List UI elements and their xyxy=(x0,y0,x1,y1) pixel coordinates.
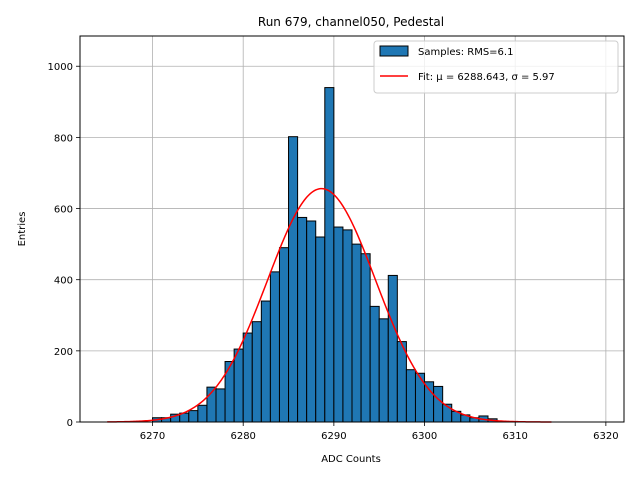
histogram-bar xyxy=(360,253,371,423)
histogram-bar xyxy=(224,361,235,423)
histogram-bar xyxy=(260,300,271,423)
histogram-bar xyxy=(342,229,353,423)
x-ticks: 6270 6280 6290 6300 6310 6320 xyxy=(140,422,619,442)
histogram-bar xyxy=(215,388,226,423)
legend-box xyxy=(373,40,619,94)
histogram-bar xyxy=(197,404,208,423)
legend-histogram-label: Samples: RMS=6.1 xyxy=(418,47,513,58)
legend: Samples: RMS=6.1 Fit: μ = 6288.643, σ = … xyxy=(373,40,619,94)
histogram-bar xyxy=(242,332,253,423)
histogram-bar xyxy=(369,305,380,423)
histogram-bar xyxy=(378,318,389,423)
y-tick-label: 400 xyxy=(54,276,73,287)
histogram-bars xyxy=(152,87,498,423)
x-tick-label: 6310 xyxy=(502,431,527,442)
histogram-bar xyxy=(233,348,244,423)
y-tick-label: 0 xyxy=(67,418,73,429)
histogram-bar xyxy=(333,226,344,423)
x-tick-label: 6320 xyxy=(593,431,618,442)
y-tick-label: 200 xyxy=(54,347,73,358)
fit-curve xyxy=(107,187,552,423)
histogram-bar xyxy=(414,372,426,423)
histogram-bar xyxy=(424,381,435,423)
histogram-bar xyxy=(269,271,280,423)
x-tick-label: 6280 xyxy=(230,431,255,442)
plot-frame xyxy=(79,35,625,423)
x-tick-label: 6300 xyxy=(412,431,437,442)
histogram-bar xyxy=(387,274,398,423)
histogram-bar xyxy=(278,247,290,423)
chart-title: Run 679, channel050, Pedestal xyxy=(258,15,444,29)
y-tick-label: 600 xyxy=(54,205,73,216)
histogram-bar xyxy=(324,87,335,423)
histogram-bar xyxy=(405,369,416,423)
fit-curve-line xyxy=(107,187,552,423)
histogram-bar xyxy=(433,385,444,423)
histogram-bar xyxy=(251,321,262,423)
histogram-bar xyxy=(351,243,362,423)
histogram-bar xyxy=(396,341,407,423)
x-tick-label: 6290 xyxy=(321,431,346,442)
legend-fit-label: Fit: μ = 6288.643, σ = 5.97 xyxy=(418,72,555,83)
histogram-bar xyxy=(188,410,199,423)
x-tick-label: 6270 xyxy=(140,431,165,442)
y-tick-label: 800 xyxy=(54,133,73,144)
y-tick-label: 1000 xyxy=(48,62,73,73)
y-ticks: 0 200 400 600 800 1000 xyxy=(48,62,80,429)
y-axis-label: Entries xyxy=(17,212,28,247)
x-axis-label: ADC Counts xyxy=(321,454,381,465)
histogram-bar xyxy=(297,216,308,423)
histogram-bar xyxy=(306,220,317,423)
histogram-bar xyxy=(315,236,326,423)
histogram-bar xyxy=(288,136,299,423)
legend-histogram-swatch xyxy=(379,45,409,57)
